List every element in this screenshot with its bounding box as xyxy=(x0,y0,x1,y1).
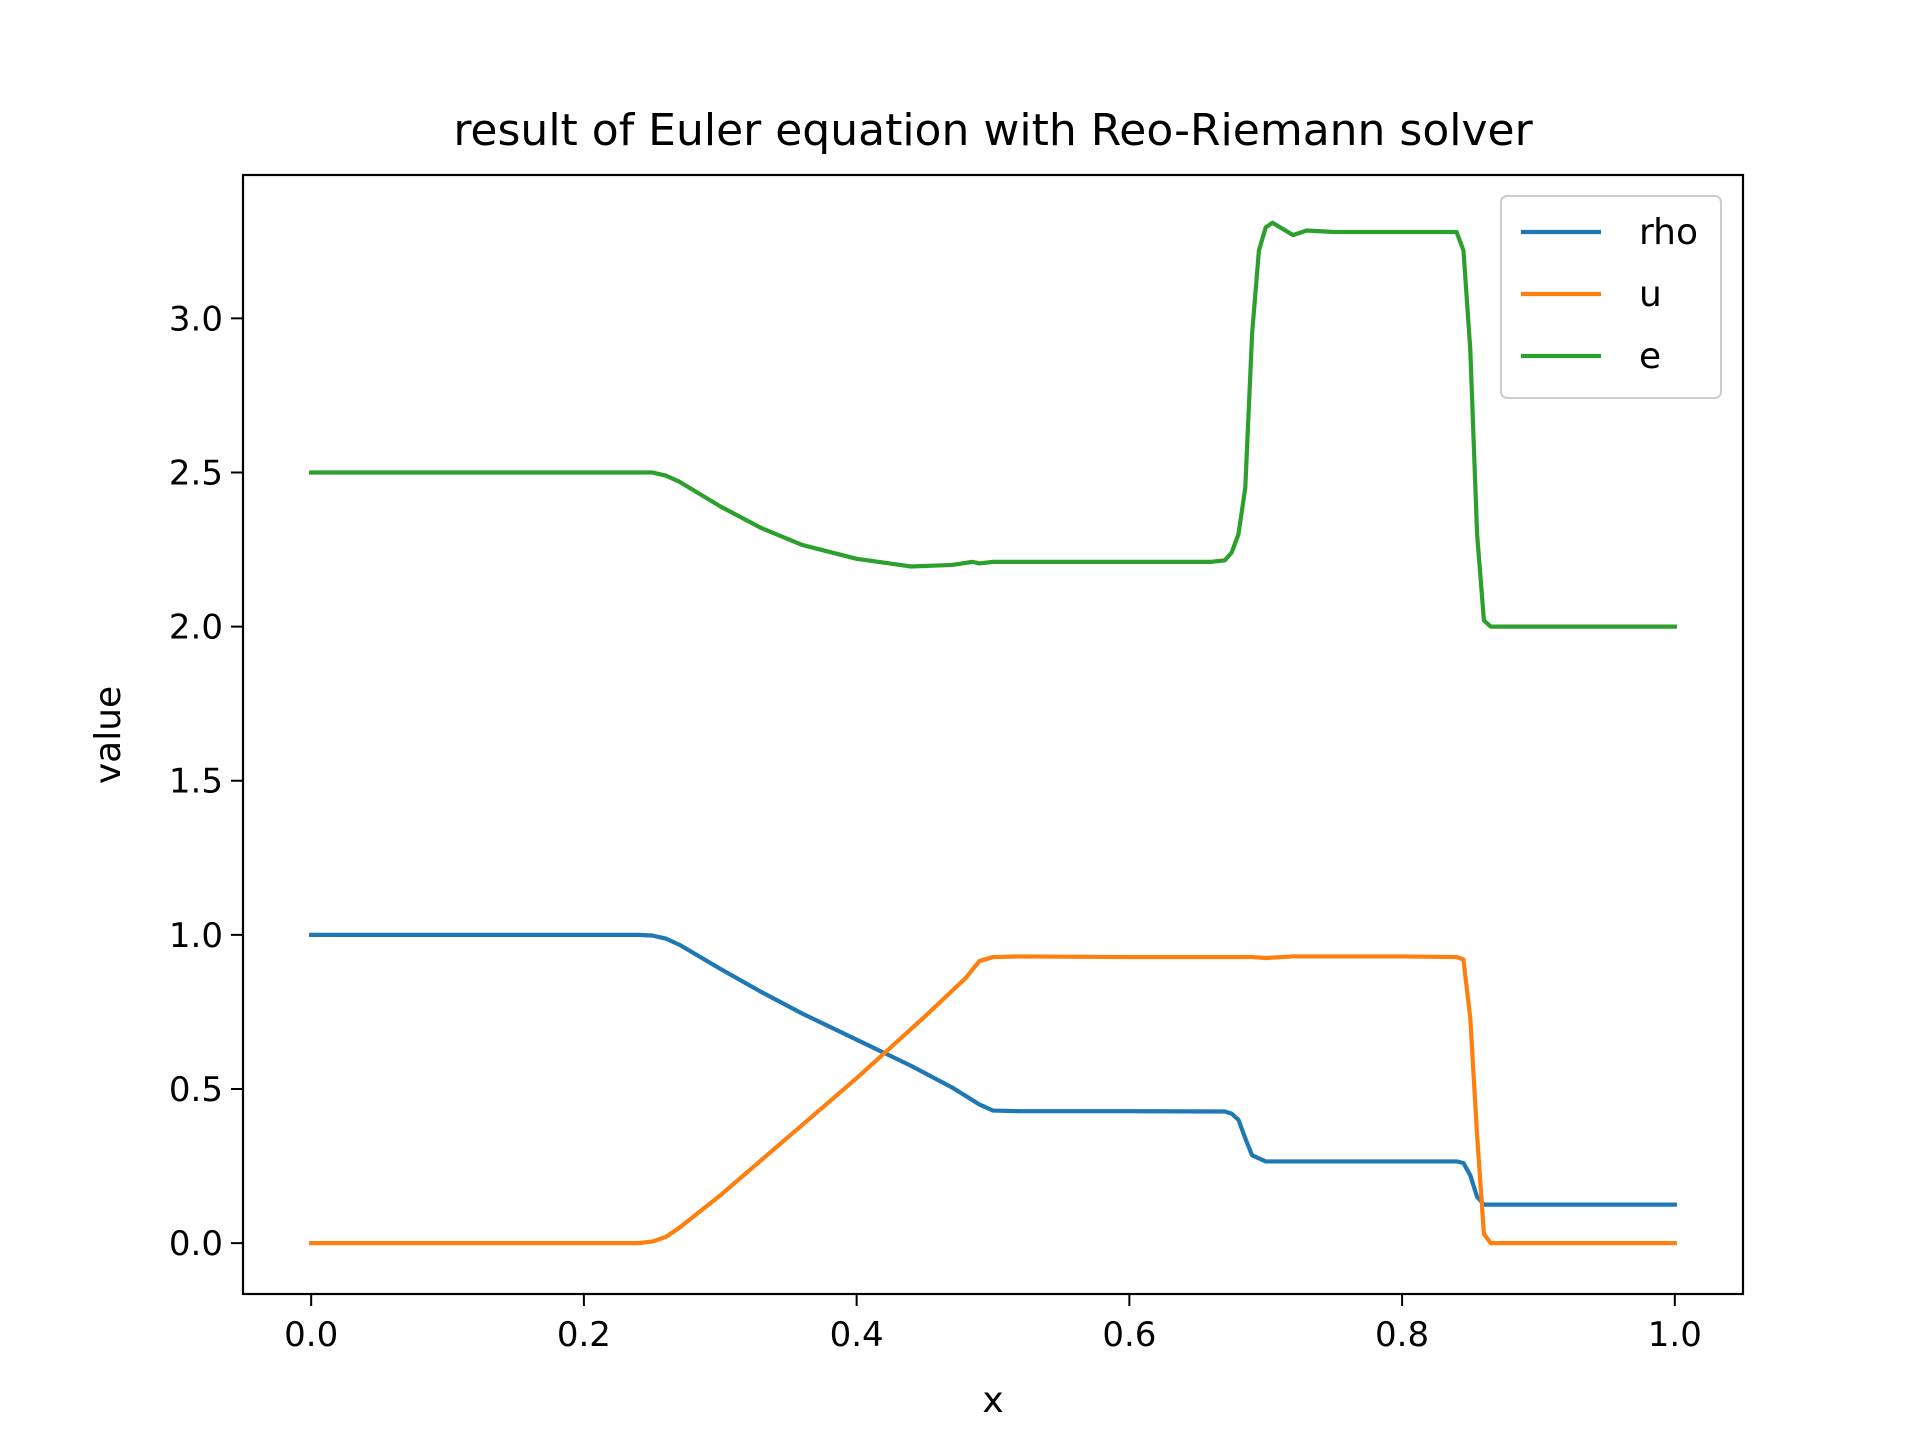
x-tick-label: 0.8 xyxy=(1375,1315,1429,1355)
x-axis: 0.0 0.2 0.4 0.6 0.8 1.0 xyxy=(284,1294,1702,1355)
legend: rho ue xyxy=(1500,195,1722,399)
legend-label-e: e xyxy=(1639,336,1661,377)
series-line-rho xyxy=(309,932,1677,1207)
x-tick-label: 0.6 xyxy=(1102,1315,1156,1355)
legend-label-u: u xyxy=(1639,274,1662,315)
y-axis-label: value xyxy=(88,686,129,784)
y-tick-label: 0.5 xyxy=(169,1070,223,1110)
x-tick-label: 0.0 xyxy=(284,1315,338,1355)
y-tick-label: 1.5 xyxy=(169,762,223,802)
y-axis: 0.0 0.5 1.0 1.5 2.0 2.5 3.0 xyxy=(169,299,243,1264)
series-line-u xyxy=(309,954,1677,1246)
x-tick-label: 1.0 xyxy=(1648,1315,1702,1355)
plot-area xyxy=(241,173,1745,1296)
y-tick-label: 3.0 xyxy=(169,299,223,339)
y-tick-label: 2.0 xyxy=(169,608,223,648)
chart-title: result of Euler equation with Reo-Rieman… xyxy=(453,105,1533,156)
legend-box xyxy=(1500,195,1722,399)
x-tick-label: 0.2 xyxy=(557,1315,611,1355)
y-tick-label: 0.0 xyxy=(169,1224,223,1264)
legend-label-rho: rho xyxy=(1639,212,1698,253)
x-axis-label: x xyxy=(982,1380,1003,1421)
series-line-e xyxy=(309,220,1677,629)
x-tick-label: 0.4 xyxy=(830,1315,884,1355)
series-layer xyxy=(309,220,1677,1246)
y-tick-label: 2.5 xyxy=(169,453,223,493)
y-tick-label: 1.0 xyxy=(169,916,223,956)
plot-background xyxy=(243,175,1743,1294)
plot-frame xyxy=(241,173,1745,1296)
